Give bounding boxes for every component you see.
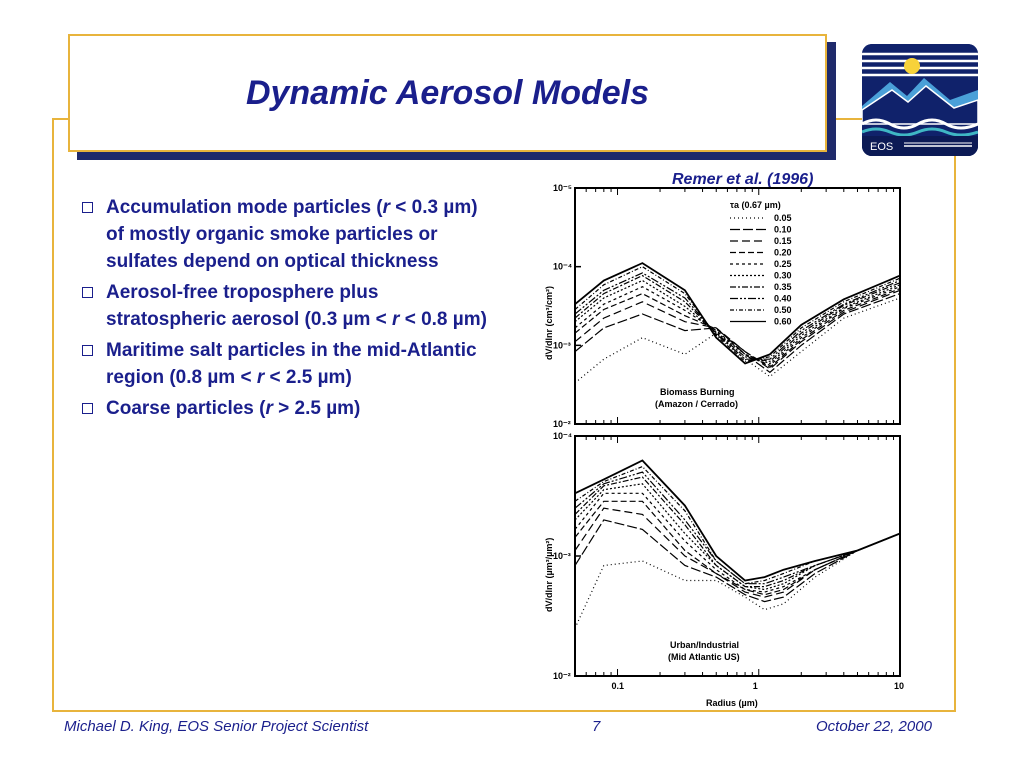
legend-label-0.40: 0.40 (774, 294, 792, 304)
bottom-series-0.20 (574, 500, 901, 596)
top-legend-title: τa (0.67 µm) (730, 200, 781, 210)
top-axis-ticks: 10⁻⁵ 10⁻⁴ 10⁻³ 10⁻² (553, 183, 901, 429)
legend-label-0.25: 0.25 (774, 259, 792, 269)
top-ytick-label: 10⁻⁴ (553, 262, 572, 272)
bullet-coarse: Coarse particles (r > 2.5 µm) (80, 395, 500, 422)
bottom-series-0.60 (574, 459, 901, 582)
top-series-0.15 (574, 289, 901, 370)
top-ytick-label: 10⁻³ (553, 340, 571, 350)
footer-author: Michael D. King, EOS Senior Project Scie… (64, 718, 369, 735)
top-annotation-line1: Biomass Burning (660, 387, 735, 397)
top-series-0.20 (574, 288, 901, 369)
bottom-xtick-label: 10 (894, 681, 904, 691)
bullet-box-icon (82, 287, 93, 298)
top-plot-frame (574, 187, 901, 425)
bullet-aerosol-free: Aerosol-free troposphere plus stratosphe… (80, 279, 500, 333)
legend-label-0.35: 0.35 (774, 282, 792, 292)
bottom-xlabel: Radius (µm) (706, 698, 758, 708)
legend-label-0.20: 0.20 (774, 248, 792, 258)
bottom-series-group (574, 459, 901, 629)
footer-page: 7 (592, 718, 601, 735)
footer-date: October 22, 2000 (816, 718, 932, 735)
bottom-ytick-label: 10⁻² (553, 671, 571, 681)
legend-label-0.15: 0.15 (774, 236, 792, 246)
top-ylabel: dV/dlnr (cm³/cm²) (544, 286, 554, 360)
title-box: Dynamic Aerosol Models (68, 34, 827, 152)
bottom-ytick-label: 10⁻³ (553, 551, 571, 561)
eos-logo-icon: EOS (862, 44, 978, 156)
top-series-0.10 (574, 293, 901, 374)
bottom-series-0.10 (574, 519, 901, 603)
citation: Remer et al. (1996) (672, 171, 814, 188)
top-series-0.35 (574, 274, 901, 363)
top-series-group (574, 262, 901, 384)
eos-logo-text: EOS (870, 141, 893, 153)
slide-title: Dynamic Aerosol Models (245, 73, 650, 112)
aerosol-figure: 10⁻⁵10⁻⁴10⁻³10⁻² τa (0.67 µm) 0.050.100.… (544, 183, 904, 708)
top-series-0.40 (574, 272, 901, 360)
bottom-series-0.35 (574, 476, 901, 588)
bottom-xtick-label: 0.1 (612, 681, 625, 691)
bottom-annotation-line2: (Mid Atlantic US) (668, 652, 740, 662)
legend-label-0.05: 0.05 (774, 213, 792, 223)
top-annotation-line2: (Amazon / Cerrado) (655, 399, 738, 409)
bottom-series-0.05 (574, 532, 901, 629)
top-ytick-label: 10⁻² (553, 419, 571, 429)
bottom-series-0.15 (574, 507, 901, 598)
bullet-maritime: Maritime salt particles in the mid-Atlan… (80, 337, 500, 391)
bullet-accumulation: Accumulation mode particles (r < 0.3 µm)… (80, 194, 500, 275)
bullet-list: Accumulation mode particles (r < 0.3 µm)… (80, 194, 500, 426)
bullet-box-icon (82, 202, 93, 213)
legend-label-0.60: 0.60 (774, 317, 792, 327)
bottom-ylabel: dV/dlnr (µm³/µm²) (544, 538, 554, 612)
bottom-xtick-label: 1 (753, 681, 758, 691)
bullet-box-icon (82, 403, 93, 414)
bullet-box-icon (82, 345, 93, 356)
bottom-ytick-label: 10⁻⁴ (553, 431, 572, 441)
bottom-series-0.40 (574, 471, 901, 585)
legend-label-0.30: 0.30 (774, 271, 792, 281)
top-series-0.60 (574, 262, 901, 365)
top-legend: τa (0.67 µm) 0.05 0.100.15 0.200.25 0.300.3… (730, 200, 792, 327)
bottom-axis-ticks: 10⁻⁴ 10⁻³ 10⁻² 0.1 1 10 (553, 431, 904, 691)
legend-label-0.10: 0.10 (774, 225, 792, 235)
legend-label-0.50: 0.50 (774, 305, 792, 315)
bottom-annotation-line1: Urban/Industrial (670, 640, 739, 650)
top-series-0.30 (574, 279, 901, 365)
top-ytick-label: 10⁻⁵ (553, 183, 572, 193)
